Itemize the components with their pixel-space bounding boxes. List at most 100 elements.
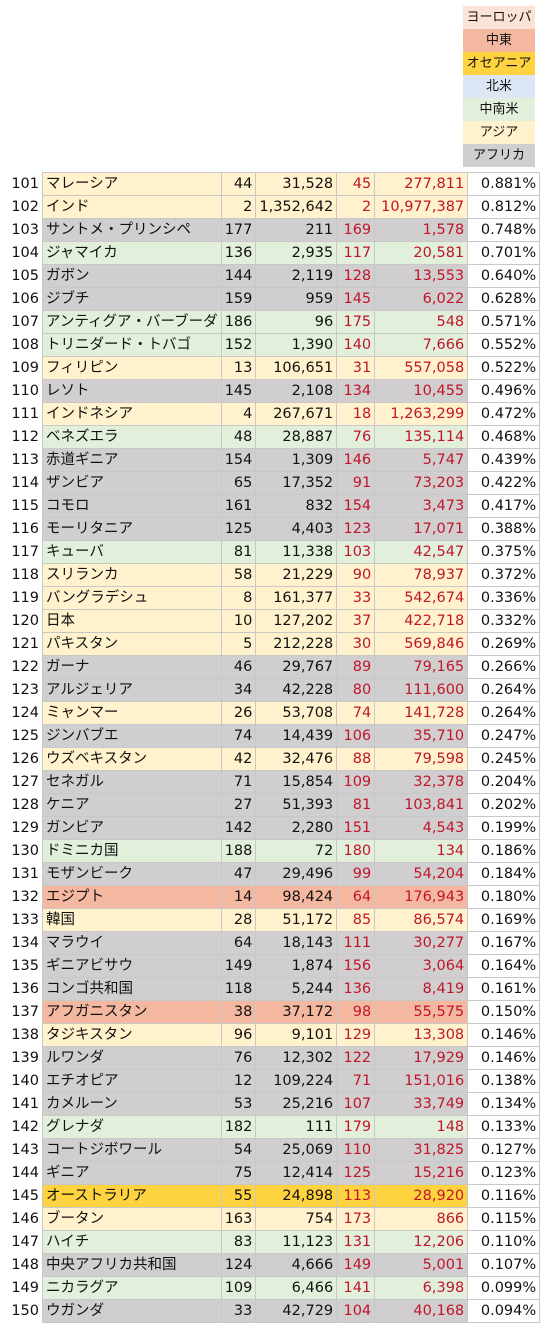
row-number[interactable]: 102 <box>0 195 43 219</box>
percent[interactable]: 0.094% <box>467 1299 541 1323</box>
rank-2[interactable]: 179 <box>336 1115 376 1139</box>
value-2[interactable]: 557,058 <box>374 356 469 380</box>
rank-1[interactable]: 2 <box>220 195 257 219</box>
percent[interactable]: 0.522% <box>467 356 541 380</box>
rank-2[interactable]: 117 <box>336 241 376 265</box>
rank-2[interactable]: 113 <box>336 1184 376 1208</box>
rank-1[interactable]: 75 <box>220 1161 257 1185</box>
value-2[interactable]: 32,378 <box>374 770 469 794</box>
rank-2[interactable]: 107 <box>336 1092 376 1116</box>
value-1[interactable]: 29,767 <box>255 655 338 679</box>
country-name[interactable]: インドネシア <box>42 402 222 426</box>
value-2[interactable]: 10,977,387 <box>374 195 469 219</box>
row-number[interactable]: 115 <box>0 494 43 518</box>
country-name[interactable]: 赤道ギニア <box>42 448 222 472</box>
country-name[interactable]: セネガル <box>42 770 222 794</box>
row-number[interactable]: 106 <box>0 287 43 311</box>
rank-1[interactable]: 53 <box>220 1092 257 1116</box>
row-number[interactable]: 133 <box>0 908 43 932</box>
percent[interactable]: 0.571% <box>467 310 541 334</box>
rank-2[interactable]: 98 <box>336 1000 376 1024</box>
country-name[interactable]: コンゴ共和国 <box>42 977 222 1001</box>
country-name[interactable]: ハイチ <box>42 1230 222 1254</box>
country-name[interactable]: ブータン <box>42 1207 222 1231</box>
row-number[interactable]: 141 <box>0 1092 43 1116</box>
value-1[interactable]: 51,172 <box>255 908 338 932</box>
row-number[interactable]: 122 <box>0 655 43 679</box>
percent[interactable]: 0.468% <box>467 425 541 449</box>
rank-2[interactable]: 37 <box>336 609 376 633</box>
rank-2[interactable]: 104 <box>336 1299 376 1323</box>
rank-1[interactable]: 145 <box>220 379 257 403</box>
percent[interactable]: 0.881% <box>467 172 541 196</box>
rank-1[interactable]: 54 <box>220 1138 257 1162</box>
country-name[interactable]: ニカラグア <box>42 1276 222 1300</box>
value-1[interactable]: 32,476 <box>255 747 338 771</box>
row-number[interactable]: 146 <box>0 1207 43 1231</box>
rank-1[interactable]: 96 <box>220 1023 257 1047</box>
row-number[interactable]: 147 <box>0 1230 43 1254</box>
percent[interactable]: 0.146% <box>467 1046 541 1070</box>
percent[interactable]: 0.115% <box>467 1207 541 1231</box>
row-number[interactable]: 127 <box>0 770 43 794</box>
rank-1[interactable]: 186 <box>220 310 257 334</box>
value-1[interactable]: 4,666 <box>255 1253 338 1277</box>
percent[interactable]: 0.628% <box>467 287 541 311</box>
rank-1[interactable]: 124 <box>220 1253 257 1277</box>
value-1[interactable]: 11,338 <box>255 540 338 564</box>
value-2[interactable]: 40,168 <box>374 1299 469 1323</box>
country-name[interactable]: 韓国 <box>42 908 222 932</box>
row-number[interactable]: 107 <box>0 310 43 334</box>
value-2[interactable]: 277,811 <box>374 172 469 196</box>
rank-2[interactable]: 173 <box>336 1207 376 1231</box>
rank-2[interactable]: 140 <box>336 333 376 357</box>
row-number[interactable]: 140 <box>0 1069 43 1093</box>
percent[interactable]: 0.375% <box>467 540 541 564</box>
rank-1[interactable]: 118 <box>220 977 257 1001</box>
rank-2[interactable]: 91 <box>336 471 376 495</box>
row-number[interactable]: 138 <box>0 1023 43 1047</box>
rank-2[interactable]: 129 <box>336 1023 376 1047</box>
country-name[interactable]: アンティグア・バーブーダ <box>42 310 222 334</box>
percent[interactable]: 0.701% <box>467 241 541 265</box>
value-1[interactable]: 14,439 <box>255 724 338 748</box>
rank-2[interactable]: 88 <box>336 747 376 771</box>
percent[interactable]: 0.332% <box>467 609 541 633</box>
country-name[interactable]: モーリタニア <box>42 517 222 541</box>
rank-2[interactable]: 169 <box>336 218 376 242</box>
value-2[interactable]: 17,071 <box>374 517 469 541</box>
value-2[interactable]: 151,016 <box>374 1069 469 1093</box>
country-name[interactable]: ルワンダ <box>42 1046 222 1070</box>
rank-1[interactable]: 83 <box>220 1230 257 1254</box>
country-name[interactable]: タジキスタン <box>42 1023 222 1047</box>
country-name[interactable]: レソト <box>42 379 222 403</box>
row-number[interactable]: 131 <box>0 862 43 886</box>
rank-1[interactable]: 177 <box>220 218 257 242</box>
value-1[interactable]: 12,414 <box>255 1161 338 1185</box>
rank-2[interactable]: 123 <box>336 517 376 541</box>
value-1[interactable]: 106,651 <box>255 356 338 380</box>
percent[interactable]: 0.264% <box>467 678 541 702</box>
country-name[interactable]: サントメ・プリンシペ <box>42 218 222 242</box>
value-1[interactable]: 29,496 <box>255 862 338 886</box>
value-1[interactable]: 211 <box>255 218 338 242</box>
percent[interactable]: 0.372% <box>467 563 541 587</box>
row-number[interactable]: 109 <box>0 356 43 380</box>
value-2[interactable]: 13,553 <box>374 264 469 288</box>
country-name[interactable]: モザンビーク <box>42 862 222 886</box>
rank-2[interactable]: 2 <box>336 195 376 219</box>
country-name[interactable]: エジプト <box>42 885 222 909</box>
country-name[interactable]: マラウイ <box>42 931 222 955</box>
country-name[interactable]: ジブチ <box>42 287 222 311</box>
rank-1[interactable]: 13 <box>220 356 257 380</box>
percent[interactable]: 0.496% <box>467 379 541 403</box>
row-number[interactable]: 142 <box>0 1115 43 1139</box>
rank-2[interactable]: 154 <box>336 494 376 518</box>
value-1[interactable]: 17,352 <box>255 471 338 495</box>
value-1[interactable]: 24,898 <box>255 1184 338 1208</box>
rank-2[interactable]: 31 <box>336 356 376 380</box>
value-1[interactable]: 1,352,642 <box>255 195 338 219</box>
rank-1[interactable]: 76 <box>220 1046 257 1070</box>
row-number[interactable]: 136 <box>0 977 43 1001</box>
percent[interactable]: 0.812% <box>467 195 541 219</box>
